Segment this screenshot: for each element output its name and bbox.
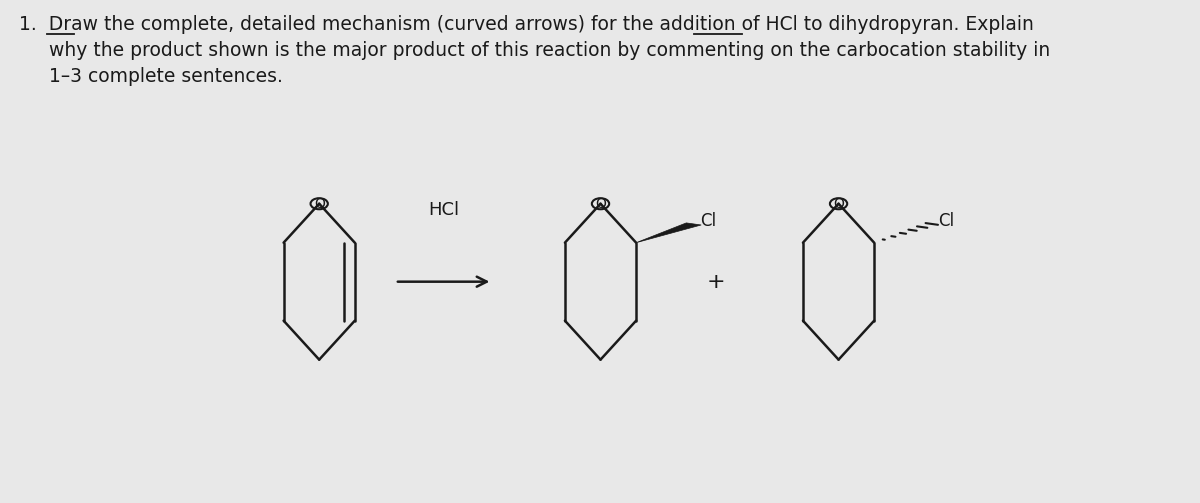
Text: Cl: Cl bbox=[701, 212, 716, 230]
Text: O: O bbox=[833, 197, 844, 211]
Ellipse shape bbox=[830, 198, 847, 209]
Ellipse shape bbox=[592, 198, 610, 209]
Ellipse shape bbox=[311, 198, 328, 209]
Polygon shape bbox=[636, 223, 701, 243]
Text: HCl: HCl bbox=[428, 201, 460, 219]
Text: 1.  Draw the complete, detailed mechanism (curved arrows) for the addition of HC: 1. Draw the complete, detailed mechanism… bbox=[19, 15, 1051, 86]
Text: O: O bbox=[313, 197, 325, 211]
Text: O: O bbox=[595, 197, 606, 211]
Text: Cl: Cl bbox=[938, 212, 954, 230]
Text: +: + bbox=[707, 272, 726, 292]
